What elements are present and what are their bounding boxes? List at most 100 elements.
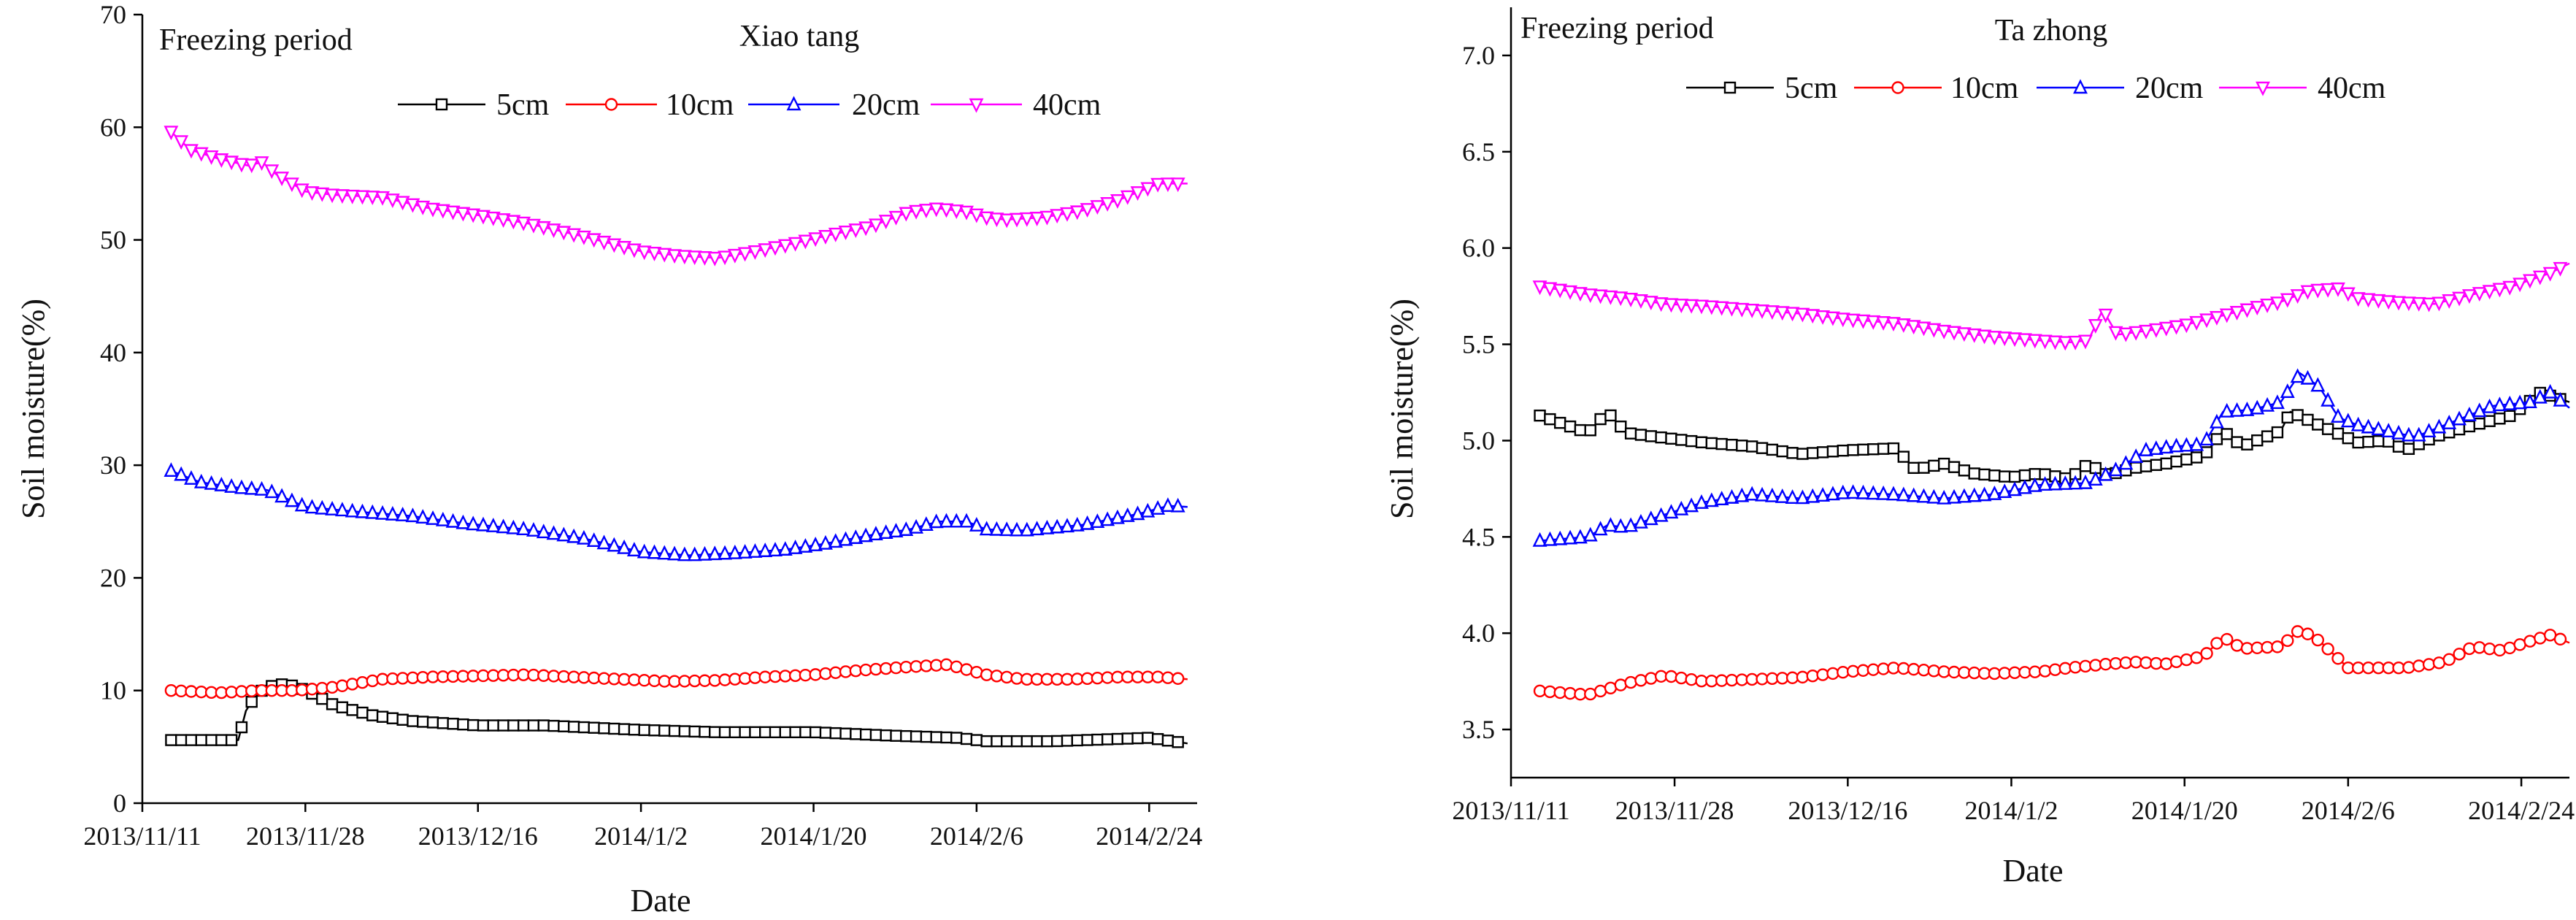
data-point-40cm [2371, 294, 2386, 309]
data-point-5cm [2160, 457, 2172, 470]
data-point-5cm [547, 719, 560, 732]
data-point-20cm [1795, 489, 1810, 505]
data-point-40cm [1886, 317, 1901, 331]
data-point-5cm [1907, 461, 1920, 475]
data-point-40cm [526, 218, 541, 234]
data-point-5cm [2352, 436, 2364, 449]
data-point-20cm [2189, 436, 2204, 451]
series-5cm [1534, 386, 2570, 485]
data-point-40cm [1583, 288, 1598, 304]
data-point-5cm [869, 729, 883, 741]
data-point-40cm [2260, 299, 2275, 313]
legend-marker [1891, 81, 1904, 94]
chart-title: Xiao tang [739, 20, 859, 53]
data-point-10cm [2463, 642, 2476, 656]
data-point-20cm [1170, 497, 1185, 513]
data-point-10cm [1816, 668, 1829, 681]
series-5cm [165, 678, 1188, 748]
y-tick-label: 6.5 [1462, 137, 1495, 166]
data-point-20cm [496, 518, 511, 534]
data-point-40cm [1845, 313, 1861, 329]
data-point-40cm [647, 246, 662, 261]
data-point-40cm [466, 208, 481, 223]
data-point-20cm [2340, 413, 2356, 428]
data-point-20cm [687, 546, 702, 561]
data-point-40cm [1563, 285, 1578, 300]
series-40cm [164, 126, 1188, 267]
data-point-20cm [1764, 487, 1780, 502]
data-point-20cm [1653, 507, 1669, 522]
data-point-10cm [1645, 672, 1658, 685]
data-point-5cm [477, 719, 490, 732]
data-point-40cm [607, 238, 622, 253]
data-point-5cm [2018, 469, 2031, 482]
legend-item-20cm: 20cm [748, 88, 920, 122]
data-point-5cm [2453, 423, 2466, 436]
data-point-10cm [2180, 653, 2194, 667]
data-point-5cm [2008, 470, 2021, 483]
data-point-20cm [677, 546, 692, 561]
data-point-40cm [254, 156, 269, 171]
data-point-40cm [1805, 309, 1820, 324]
data-point-20cm [1755, 486, 1769, 502]
data-point-5cm [1554, 416, 1566, 429]
legend-label: 40cm [1033, 88, 1101, 122]
data-point-5cm [829, 727, 842, 740]
data-point-20cm [808, 537, 823, 551]
y-tick-label: 5.0 [1462, 426, 1495, 455]
data-point-5cm [426, 716, 439, 729]
data-point-20cm [1150, 499, 1166, 515]
data-point-5cm [1051, 735, 1064, 748]
chart-title: Ta zhong [1995, 14, 2108, 47]
data-point-40cm [1060, 207, 1074, 222]
data-point-20cm [1805, 488, 1820, 503]
data-point-20cm [1734, 487, 1750, 502]
data-point-40cm [808, 232, 823, 248]
data-point-5cm [2291, 409, 2304, 421]
data-point-40cm [1835, 313, 1850, 328]
data-point-20cm [1634, 513, 1648, 529]
data-point-5cm [819, 727, 832, 739]
series-line-20cm [1539, 372, 2570, 542]
data-point-20cm [1120, 507, 1135, 522]
data-point-5cm [2231, 436, 2243, 448]
y-tick-label: 60 [100, 112, 126, 142]
data-point-5cm [1020, 735, 1034, 748]
data-point-20cm [2350, 416, 2366, 432]
data-point-10cm [326, 681, 339, 694]
data-point-40cm [2321, 283, 2336, 298]
data-point-40cm [1764, 305, 1780, 321]
data-point-40cm [2472, 287, 2487, 302]
data-point-40cm [1039, 210, 1055, 226]
data-point-20cm [1775, 488, 1790, 503]
data-point-5cm [2483, 415, 2496, 427]
data-point-40cm [818, 229, 833, 245]
data-point-40cm [2219, 308, 2234, 323]
data-point-5cm [1534, 409, 1546, 422]
data-point-20cm [244, 480, 259, 495]
data-point-20cm [1572, 529, 1588, 544]
data-point-10cm [1172, 672, 1185, 685]
data-point-20cm [1623, 517, 1639, 532]
data-point-20cm [375, 505, 391, 520]
data-point-40cm [1634, 294, 1648, 309]
data-point-20cm [455, 514, 471, 529]
x-tick-label: 2013/12/16 [1788, 796, 1907, 825]
data-point-40cm [2442, 294, 2457, 309]
data-point-40cm [868, 218, 883, 234]
series-10cm [164, 658, 1188, 699]
data-point-5cm [2200, 446, 2213, 459]
data-point-20cm [777, 541, 793, 556]
data-point-20cm [2431, 418, 2447, 434]
data-point-20cm [566, 528, 582, 543]
data-point-20cm [304, 499, 320, 514]
data-point-20cm [848, 529, 864, 544]
data-point-5cm [1544, 413, 1556, 426]
data-point-40cm [365, 191, 380, 206]
data-point-40cm [747, 245, 763, 260]
data-point-5cm [1897, 451, 1910, 463]
data-point-20cm [828, 533, 843, 548]
data-point-5cm [2170, 455, 2183, 468]
data-point-5cm [1001, 735, 1013, 748]
x-tick-label: 2013/11/11 [1452, 796, 1569, 825]
